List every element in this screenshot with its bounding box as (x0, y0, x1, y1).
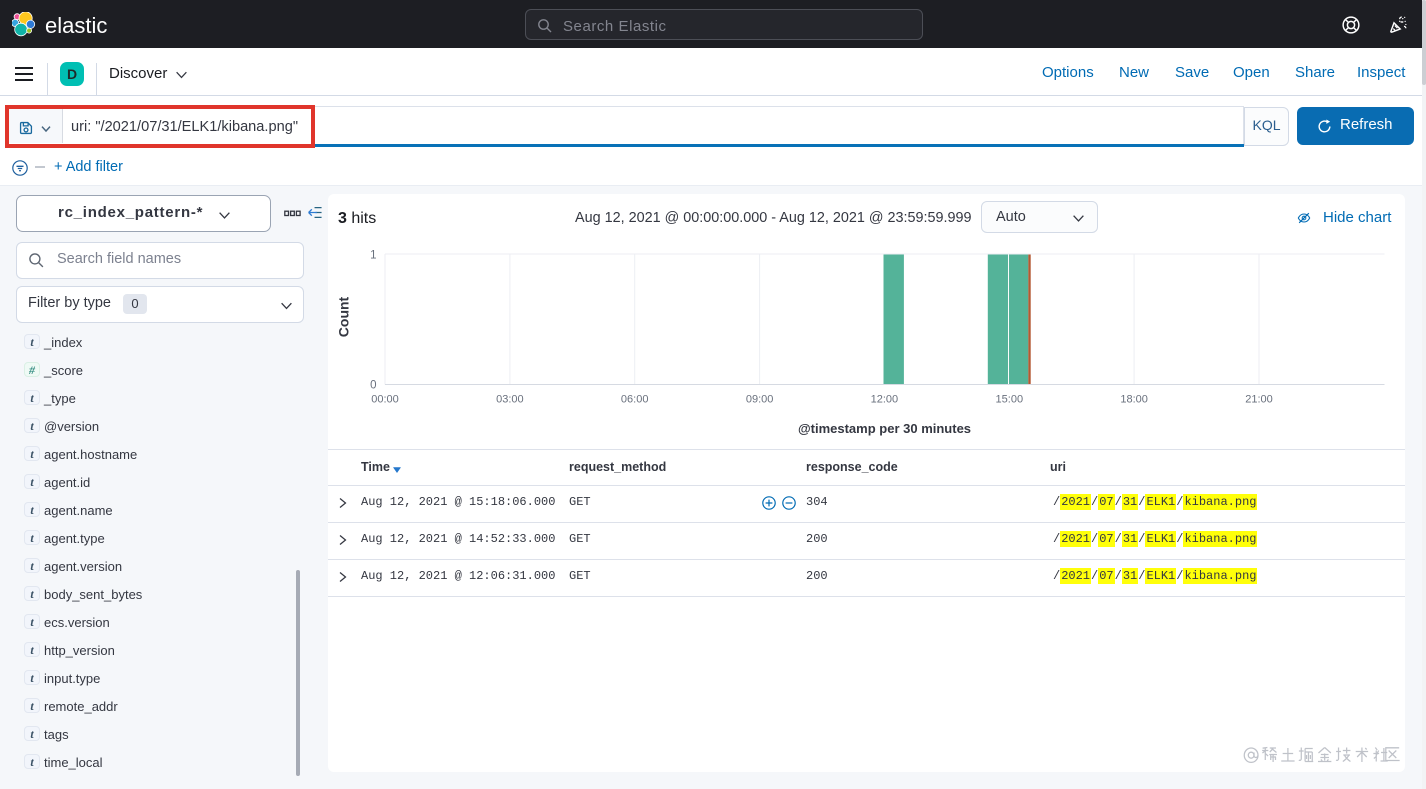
svg-text:18:00: 18:00 (1120, 394, 1148, 406)
svg-text:0: 0 (370, 379, 376, 391)
svg-text:00:00: 00:00 (371, 394, 399, 406)
svg-text:12:00: 12:00 (871, 394, 899, 406)
svg-text:09:00: 09:00 (746, 394, 774, 406)
svg-text:06:00: 06:00 (621, 394, 649, 406)
svg-text:21:00: 21:00 (1245, 394, 1273, 406)
svg-text:@timestamp per 30 minutes: @timestamp per 30 minutes (798, 421, 971, 436)
svg-text:1: 1 (370, 249, 376, 261)
svg-text:Count: Count (336, 296, 352, 337)
svg-text:15:00: 15:00 (996, 394, 1024, 406)
svg-text:03:00: 03:00 (496, 394, 524, 406)
